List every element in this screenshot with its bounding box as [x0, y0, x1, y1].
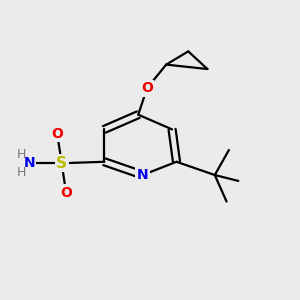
Text: O: O — [60, 186, 72, 200]
Text: S: S — [56, 156, 67, 171]
Text: N: N — [23, 156, 35, 170]
Text: O: O — [51, 127, 63, 141]
Text: O: O — [141, 81, 153, 95]
Text: H: H — [16, 148, 26, 161]
Text: N: N — [137, 168, 148, 182]
Text: H: H — [16, 166, 26, 178]
